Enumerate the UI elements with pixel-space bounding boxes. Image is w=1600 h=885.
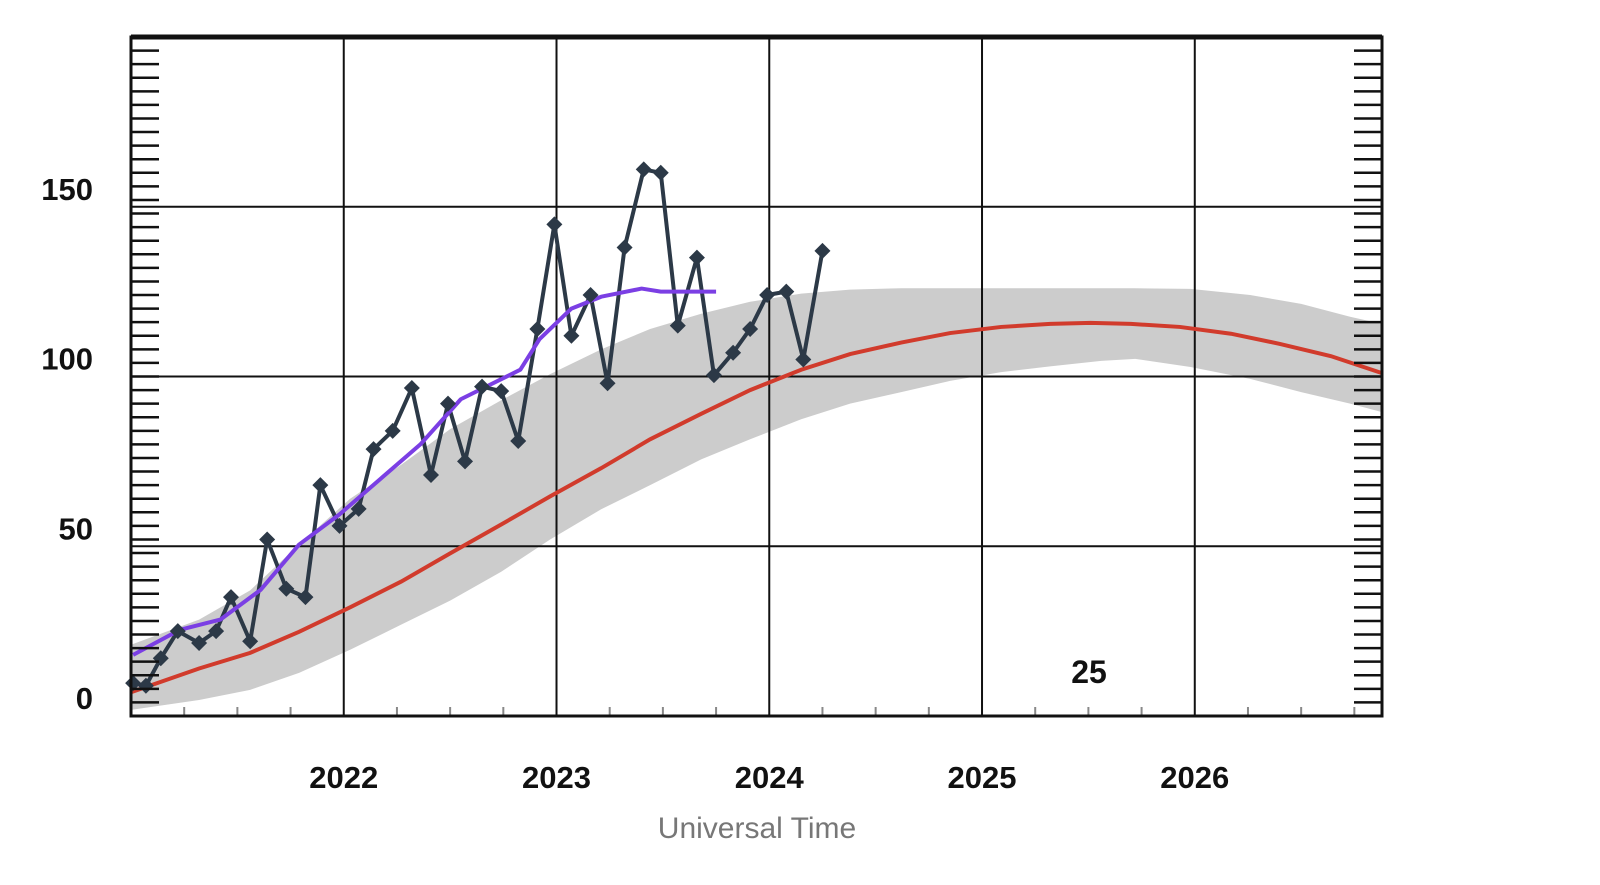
observed-point bbox=[493, 383, 510, 400]
observed-point bbox=[242, 633, 259, 650]
prediction-range-band bbox=[131, 288, 1382, 710]
y-tick-label: 0 bbox=[76, 681, 93, 716]
observed-point bbox=[599, 375, 616, 392]
observed-point bbox=[191, 635, 208, 652]
observed-point bbox=[616, 239, 633, 256]
x-tick-label: 2026 bbox=[1160, 760, 1229, 795]
observed-point bbox=[795, 351, 812, 368]
y-tick-label: 50 bbox=[59, 511, 93, 546]
observed-point bbox=[278, 580, 295, 597]
observed-point bbox=[457, 453, 474, 470]
observed-point bbox=[529, 320, 546, 337]
x-tick-label: 2024 bbox=[735, 760, 805, 795]
series-layer bbox=[125, 161, 1383, 695]
observed-point bbox=[259, 531, 276, 548]
observed-point bbox=[222, 589, 239, 606]
observed-point bbox=[422, 466, 439, 483]
observed-line bbox=[132, 167, 825, 688]
x-tick-label: 2022 bbox=[309, 760, 378, 795]
observed-point bbox=[474, 378, 491, 395]
observed-point bbox=[384, 422, 401, 439]
x-tick-label: 2025 bbox=[948, 760, 1017, 795]
observed-point bbox=[546, 216, 563, 233]
observed-point bbox=[365, 441, 382, 458]
observed-point bbox=[582, 287, 599, 304]
y-tick-label: 150 bbox=[41, 172, 93, 207]
observed-point bbox=[350, 500, 367, 517]
observed-point bbox=[725, 344, 742, 361]
observed-point bbox=[331, 517, 348, 534]
prediction-range-layer bbox=[131, 288, 1382, 710]
observed-point bbox=[312, 477, 329, 494]
observed-point bbox=[510, 433, 527, 450]
observed-point bbox=[669, 317, 686, 334]
observed-point bbox=[125, 675, 142, 692]
label-layer: 2022 2023 2024 2025 2026 0 50 100 150 bbox=[41, 172, 1229, 795]
cycle-annotation: 25 bbox=[1071, 654, 1107, 690]
y-tick-label: 100 bbox=[41, 342, 93, 377]
observed-point bbox=[705, 367, 722, 384]
observed-point bbox=[208, 623, 225, 640]
observed-point bbox=[759, 287, 776, 304]
x-tick-label: 2023 bbox=[522, 760, 591, 795]
observed-point bbox=[814, 242, 831, 259]
frame-layer bbox=[129, 34, 1384, 718]
observed-point bbox=[688, 249, 705, 266]
x-axis-title: Universal Time bbox=[658, 812, 856, 845]
observed-point bbox=[652, 164, 669, 181]
observed-point bbox=[403, 380, 420, 397]
observed-point bbox=[778, 283, 795, 300]
observed-point bbox=[169, 623, 186, 640]
smoothed-line bbox=[132, 286, 717, 657]
predicted-line bbox=[130, 320, 1383, 695]
observed-point bbox=[563, 327, 580, 344]
observed-point bbox=[440, 395, 457, 412]
observed-point bbox=[635, 161, 652, 178]
grid-layer bbox=[131, 37, 1382, 716]
observed-point bbox=[297, 589, 314, 606]
observed-point bbox=[742, 320, 759, 337]
